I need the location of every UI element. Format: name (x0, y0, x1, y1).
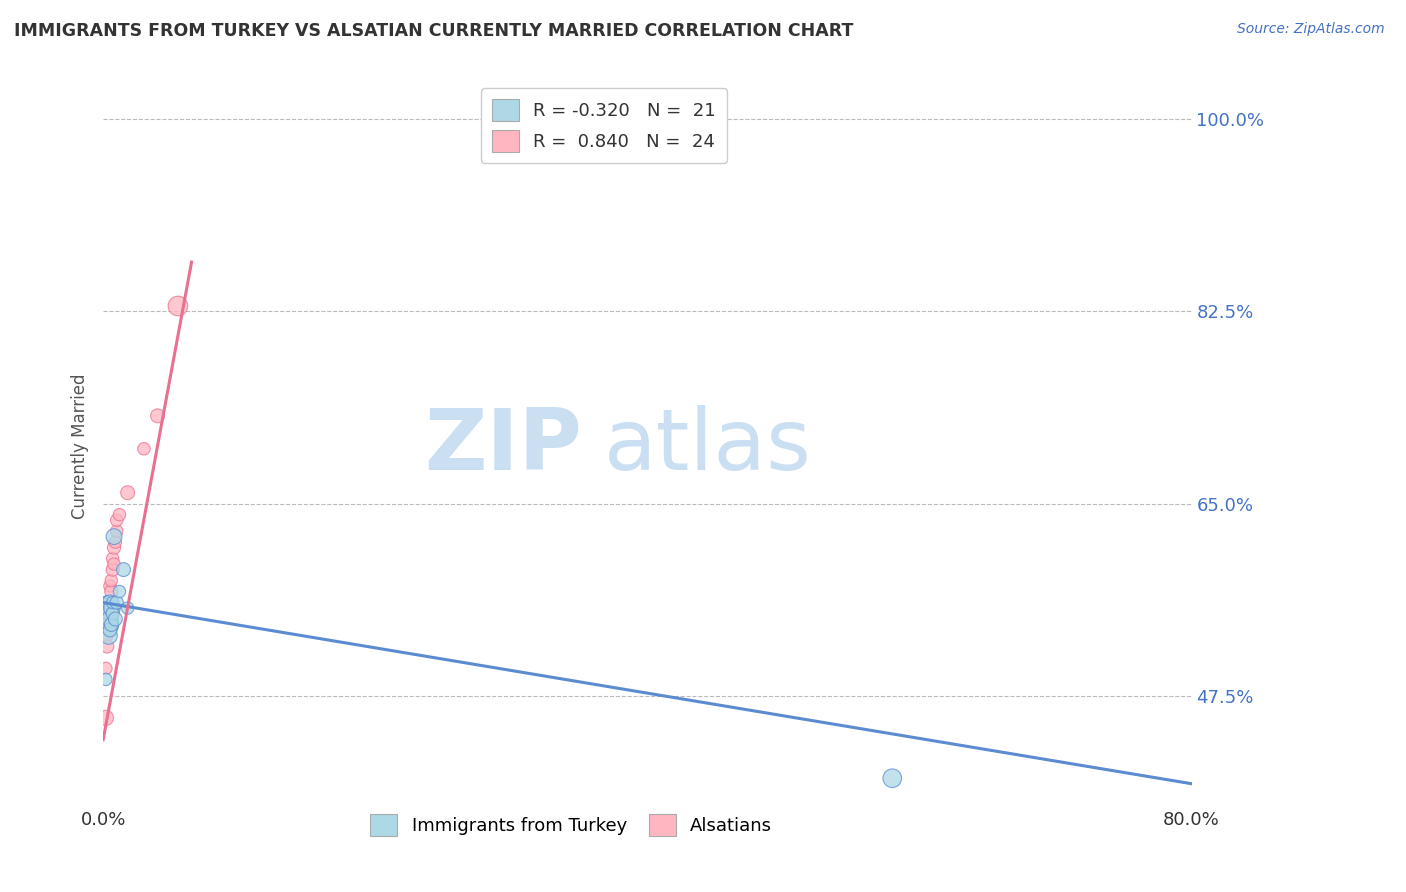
Point (98, 612, 121, 626)
Point (96, 640, 118, 654)
Point (98, 623, 121, 637)
Point (98, 612, 121, 626)
Point (98, 595, 121, 609)
Point (117, 485, 139, 500)
Point (94, 673, 117, 687)
Legend: Immigrants from Turkey, Alsatians: Immigrants from Turkey, Alsatians (363, 807, 779, 844)
Point (103, 557, 125, 571)
Point (98, 595, 121, 609)
Point (112, 563, 135, 577)
Text: ZIP: ZIP (425, 405, 582, 488)
Text: IMMIGRANTS FROM TURKEY VS ALSATIAN CURRENTLY MARRIED CORRELATION CHART: IMMIGRANTS FROM TURKEY VS ALSATIAN CURRE… (14, 22, 853, 40)
Point (108, 584, 131, 599)
Point (97, 617, 120, 632)
Point (103, 541, 125, 555)
Point (101, 563, 124, 577)
Point (167, 299, 190, 313)
Point (882, 771, 904, 785)
Point (108, 508, 131, 522)
Point (94, 711, 117, 725)
Point (132, 442, 155, 456)
Point (97, 628, 120, 642)
Point (101, 551, 124, 566)
Point (104, 535, 127, 549)
Point (98, 579, 121, 593)
Point (105, 524, 128, 538)
Point (105, 513, 128, 527)
Point (100, 601, 122, 615)
Point (101, 607, 124, 621)
Point (97, 612, 120, 626)
Point (117, 601, 139, 615)
Point (101, 595, 124, 609)
Point (104, 612, 127, 626)
Point (100, 574, 122, 588)
Point (96, 617, 118, 632)
Text: atlas: atlas (603, 405, 811, 488)
Point (94, 601, 117, 615)
Point (100, 617, 122, 632)
Point (97, 601, 120, 615)
Point (94, 628, 117, 642)
Point (96, 612, 118, 626)
Point (96, 595, 118, 609)
Point (103, 530, 125, 544)
Point (97, 601, 120, 615)
Point (94, 661, 117, 675)
Point (146, 409, 169, 423)
Point (100, 584, 122, 599)
Text: Source: ZipAtlas.com: Source: ZipAtlas.com (1237, 22, 1385, 37)
Y-axis label: Currently Married: Currently Married (72, 373, 89, 519)
Point (105, 595, 128, 609)
